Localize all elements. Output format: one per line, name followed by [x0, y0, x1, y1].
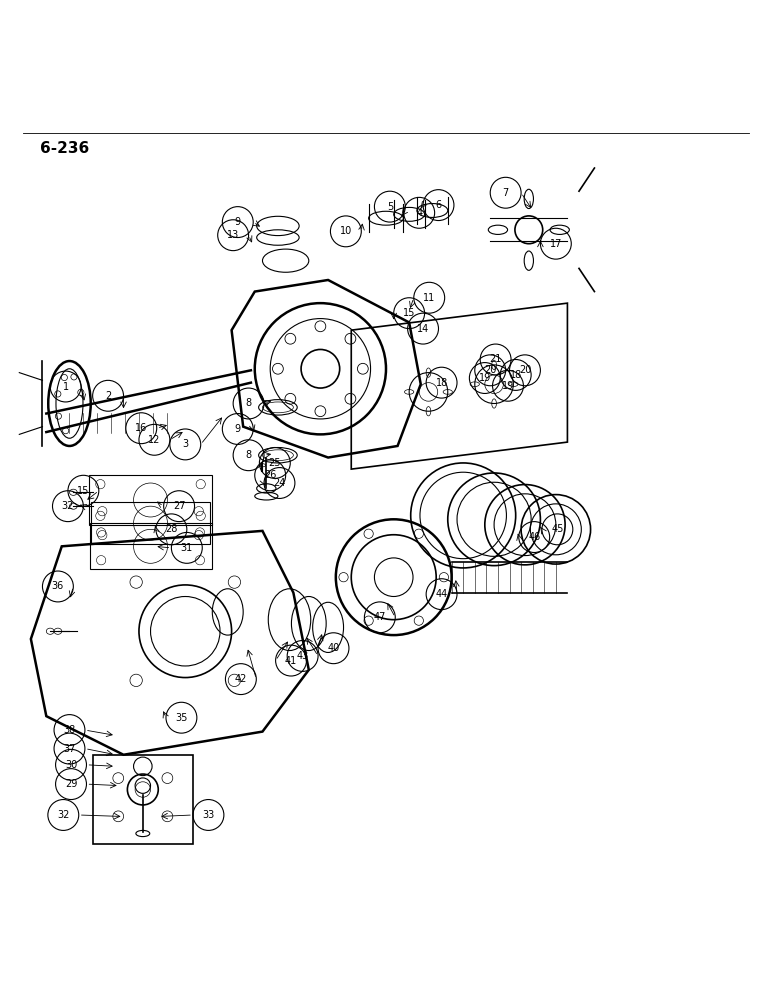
Text: 47: 47: [374, 612, 386, 622]
Text: 32: 32: [57, 810, 69, 820]
Text: 2: 2: [105, 391, 111, 401]
Text: 12: 12: [148, 435, 161, 445]
Text: 28: 28: [165, 524, 178, 534]
Text: 26: 26: [264, 470, 276, 480]
Text: 19: 19: [502, 381, 514, 391]
Text: 29: 29: [65, 779, 77, 789]
Text: 37: 37: [63, 744, 76, 754]
Text: 3: 3: [182, 439, 188, 449]
Text: 36: 36: [52, 581, 64, 591]
Text: 21: 21: [489, 354, 502, 364]
Text: 43: 43: [296, 651, 309, 661]
Text: 42: 42: [235, 674, 247, 684]
Text: 24: 24: [273, 478, 286, 488]
Text: 20: 20: [519, 365, 531, 375]
Text: 8: 8: [245, 398, 252, 408]
Text: 46: 46: [528, 532, 540, 542]
Text: 16: 16: [135, 423, 147, 433]
Text: 10: 10: [340, 226, 352, 236]
Text: 5: 5: [387, 202, 393, 212]
Text: 18: 18: [510, 370, 522, 380]
Text: 11: 11: [423, 293, 435, 303]
Text: 31: 31: [181, 543, 193, 553]
Text: 13: 13: [227, 230, 239, 240]
Text: 6-236: 6-236: [40, 141, 90, 156]
Text: 25: 25: [269, 458, 281, 468]
Text: 38: 38: [63, 725, 76, 735]
Text: 6: 6: [435, 200, 442, 210]
Text: 4: 4: [416, 208, 422, 218]
Text: 9: 9: [235, 217, 241, 227]
Text: 40: 40: [327, 643, 340, 653]
Text: 32: 32: [62, 501, 74, 511]
Text: 33: 33: [202, 810, 215, 820]
Text: 19: 19: [479, 373, 491, 383]
Text: 45: 45: [551, 524, 564, 534]
Text: 41: 41: [285, 656, 297, 666]
Text: 30: 30: [65, 760, 77, 770]
Text: 44: 44: [435, 589, 448, 599]
Text: 17: 17: [550, 239, 562, 249]
Text: 27: 27: [173, 501, 185, 511]
Text: 1: 1: [63, 382, 69, 392]
Text: 15: 15: [77, 486, 90, 496]
Text: 9: 9: [235, 424, 241, 434]
Text: 7: 7: [503, 188, 509, 198]
Text: 35: 35: [175, 713, 188, 723]
Text: 18: 18: [435, 378, 448, 388]
Text: 8: 8: [245, 450, 252, 460]
Text: 15: 15: [403, 308, 415, 318]
Text: 14: 14: [417, 324, 429, 334]
Text: 20: 20: [484, 365, 496, 375]
